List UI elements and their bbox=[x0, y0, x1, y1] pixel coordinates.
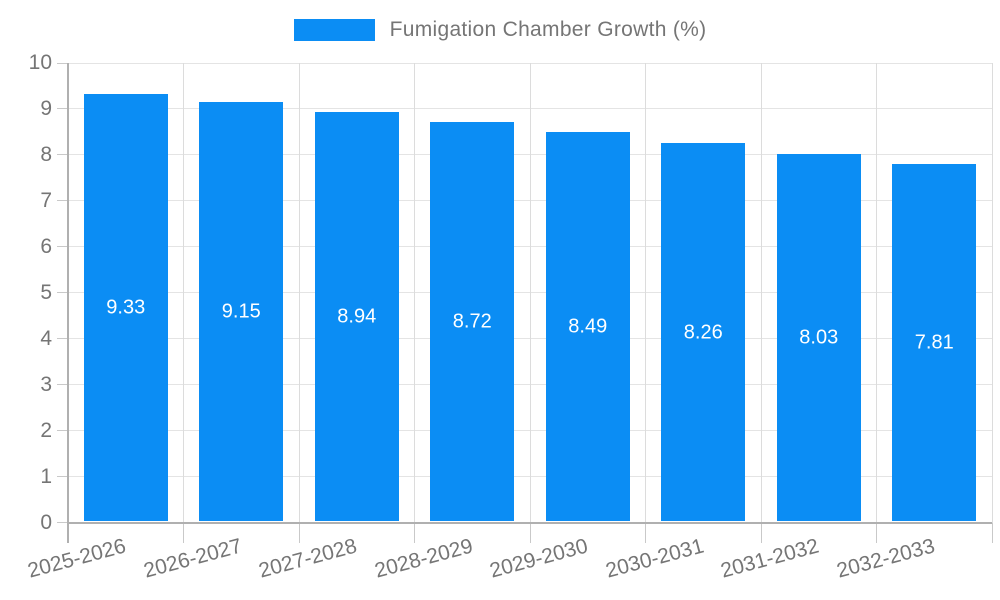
bar bbox=[545, 132, 630, 522]
bar-value-label: 9.15 bbox=[221, 300, 261, 323]
bar bbox=[199, 102, 284, 522]
x-tick-label: 2025-2026 bbox=[25, 534, 129, 583]
x-gridline bbox=[991, 63, 993, 523]
x-tick-label: 2029-2030 bbox=[487, 534, 591, 583]
y-tick-mark bbox=[57, 430, 68, 432]
y-tick-mark bbox=[57, 522, 68, 523]
bar-value-label: 8.26 bbox=[683, 321, 723, 344]
y-tick-mark bbox=[57, 384, 68, 386]
x-tick-mark bbox=[991, 522, 993, 543]
y-tick-mark bbox=[57, 338, 68, 340]
x-tick-label: 2026-2027 bbox=[141, 534, 245, 583]
legend[interactable]: Fumigation Chamber Growth (%) bbox=[0, 18, 1000, 42]
x-gridline bbox=[183, 63, 184, 523]
bar-value-label: 8.49 bbox=[568, 315, 608, 338]
x-tick-mark bbox=[529, 522, 531, 543]
y-tick-label: 1 bbox=[40, 464, 52, 488]
y-tick-label: 4 bbox=[40, 326, 52, 350]
bar bbox=[776, 153, 861, 522]
x-tick-label: 2028-2029 bbox=[372, 534, 476, 583]
x-tick-mark bbox=[876, 522, 877, 543]
x-axis-line bbox=[67, 521, 992, 524]
y-tick-mark bbox=[57, 292, 68, 294]
y-axis-line bbox=[67, 63, 69, 543]
bar bbox=[430, 121, 515, 522]
y-tick-mark bbox=[57, 108, 68, 110]
x-tick-label: 2031-2032 bbox=[718, 534, 822, 583]
y-tick-mark bbox=[57, 154, 68, 156]
y-tick-label: 3 bbox=[40, 372, 52, 396]
x-tick-mark bbox=[760, 522, 762, 543]
y-tick-mark bbox=[57, 62, 68, 64]
bar bbox=[661, 142, 746, 522]
y-tick-label: 0 bbox=[40, 510, 52, 534]
y-tick-mark bbox=[57, 246, 68, 248]
bar-value-label: 8.72 bbox=[452, 310, 492, 333]
x-gridline bbox=[645, 63, 646, 523]
x-tick-mark bbox=[298, 522, 300, 543]
y-tick-label: 6 bbox=[40, 234, 52, 258]
bar bbox=[83, 93, 168, 522]
y-tick-label: 7 bbox=[40, 188, 52, 212]
x-tick-label: 2032-2033 bbox=[834, 534, 938, 583]
x-tick-mark bbox=[414, 522, 415, 543]
x-gridline bbox=[414, 63, 415, 523]
x-tick-mark bbox=[645, 522, 646, 543]
y-tick-label: 2 bbox=[40, 418, 52, 442]
legend-label: Fumigation Chamber Growth (%) bbox=[389, 18, 707, 41]
y-tick-label: 10 bbox=[28, 51, 52, 74]
x-gridline bbox=[298, 63, 300, 523]
y-tick-mark bbox=[57, 200, 68, 202]
x-tick-mark bbox=[183, 522, 184, 543]
bar-value-label: 8.94 bbox=[337, 305, 377, 328]
x-gridline bbox=[529, 63, 531, 523]
bar bbox=[892, 163, 977, 522]
y-tick-label: 9 bbox=[40, 96, 52, 120]
y-tick-mark bbox=[57, 476, 68, 478]
y-tick-label: 8 bbox=[40, 142, 52, 166]
bar-value-label: 7.81 bbox=[914, 331, 954, 354]
x-gridline bbox=[876, 63, 877, 523]
x-tick-label: 2030-2031 bbox=[603, 534, 707, 583]
x-gridline bbox=[760, 63, 762, 523]
bar-value-label: 9.33 bbox=[106, 296, 146, 319]
legend-swatch bbox=[293, 19, 375, 41]
y-tick-label: 5 bbox=[40, 280, 52, 304]
bar-value-label: 8.03 bbox=[799, 326, 839, 349]
x-tick-label: 2027-2028 bbox=[256, 534, 360, 583]
bar bbox=[314, 111, 399, 522]
